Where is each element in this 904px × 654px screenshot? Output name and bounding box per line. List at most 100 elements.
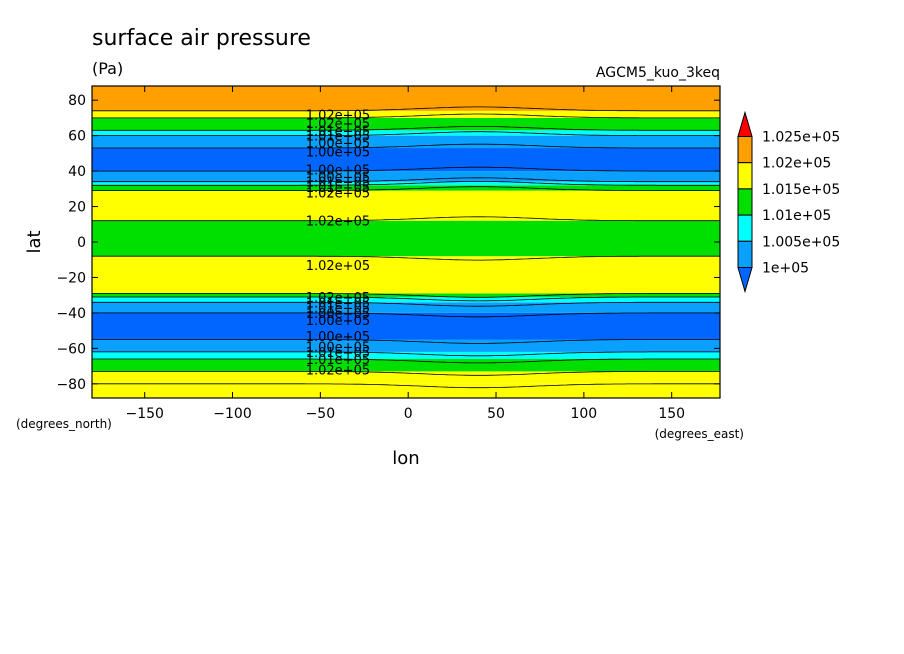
contour-label-3: 1.01e+05 [306,130,370,145]
contour-label-4: 1.00e+05 [306,137,370,152]
contour-labels: 1.02e+051.02e+051.01e+051.01e+051.00e+05… [306,108,370,378]
band-16 [92,135,720,149]
y-axis-label: lat [24,230,45,253]
contour-line-17 [92,126,720,131]
colorbar-bottom-arrow [737,267,753,294]
contour-line-18 [92,113,720,119]
contour-line-12 [92,181,720,186]
band-14 [92,171,720,182]
contour-label-5: 1.00e+05 [306,146,370,161]
contour-line-5 [92,312,720,318]
x-tick-label: −50 [306,406,336,422]
x-tick-label: −100 [213,406,251,422]
contour-line-0 [92,383,720,389]
contour-lines [92,106,720,389]
band-3 [92,351,720,359]
colorbar-box [737,214,753,242]
plot-area [92,86,720,398]
contour-label-9: 1.01e+05 [306,181,370,196]
band-7 [92,296,720,303]
chart-title: surface air pressure [92,26,311,51]
band-15 [92,148,720,172]
contour-label-2: 1.01e+05 [306,124,370,139]
x-axis: −150 −100 −50 0 50 100 150 [125,86,685,422]
contour-line-11 [92,186,720,191]
contour-label-17: 1.00e+05 [306,314,370,329]
y-tick-label: 20 [68,200,86,216]
contour-line-7 [92,296,720,302]
band-10 [92,220,720,257]
contour-line-15 [92,143,720,149]
contour-line-3 [92,351,720,357]
x-units-label: (degrees_east) [655,427,744,441]
y-tick-label: −20 [56,270,86,286]
contour-line-10 [92,216,720,222]
x-tick-label: 100 [570,406,597,422]
contour-line-19 [92,106,720,112]
contour-line-14 [92,166,720,172]
colorbar-label: 1.01e+05 [762,208,831,224]
x-tick-label: 150 [658,406,685,422]
contour-line-1 [92,371,720,376]
band-20 [92,86,720,111]
contour-line-4 [92,339,720,344]
y-tick-label: −40 [56,306,86,322]
contour-label-12: 1.02e+05 [306,259,370,274]
model-label: AGCM5_kuo_3keq [596,65,720,81]
band-4 [92,339,720,352]
contour-line-13 [92,177,720,183]
colorbar-box [737,240,753,269]
contour-label-19: 1.00e+05 [306,341,370,356]
contour-label-11: 1.02e+05 [306,215,370,230]
contour-label-7: 1.00e+05 [306,170,370,185]
band-1 [92,371,720,384]
band-11 [92,190,720,221]
band-6 [92,302,720,313]
contour-line-16 [92,131,720,136]
contour-label-21: 1.01e+05 [306,353,370,368]
contour-label-13: 1.02e+05 [306,291,370,306]
y-tick-label: 80 [68,93,86,109]
contour-label-8: 1.01e+05 [306,176,370,191]
contour-label-20: 1.01e+05 [306,346,370,361]
contour-label-18: 1.00e+05 [306,330,370,345]
band-2 [92,359,720,372]
x-axis-label: lon [392,448,419,469]
y-axis: −80 −60 −40 −20 0 20 40 60 80 [56,93,720,393]
colorbar-box [737,162,753,190]
contour-label-15: 1.01e+05 [306,302,370,317]
colorbar-label: 1.015e+05 [762,182,840,198]
colorbar-label: 1.02e+05 [762,156,831,172]
band-5 [92,312,720,340]
y-tick-label: 40 [68,164,86,180]
colorbar-label: 1.025e+05 [762,130,840,146]
colorbar-label: 1.005e+05 [762,234,840,250]
colorbar-top-arrow [737,110,753,137]
band-19 [92,110,720,118]
contour-line-9 [92,255,720,261]
chart-units: (Pa) [92,59,123,78]
contour-label-0: 1.02e+05 [306,108,370,123]
band-9 [92,256,720,294]
contour-label-1: 1.02e+05 [306,117,370,132]
y-units-label: (degrees_north) [16,417,112,431]
contour-label-22: 1.02e+05 [306,364,370,379]
colorbar-box [737,188,753,216]
colorbar: 1e+05 1.005e+05 1.01e+05 1.015e+05 1.02e+05 1… [737,110,840,294]
x-tick-label: −150 [125,406,163,422]
x-tick-label: 50 [487,406,505,422]
contour-line-2 [92,358,720,364]
contour-line-6 [92,301,720,307]
contour-label-10: 1.02e+05 [306,186,370,201]
y-tick-label: −60 [56,341,86,357]
y-tick-label: 60 [68,129,86,145]
contour-label-14: 1.01e+05 [306,296,370,311]
colorbar-box [737,136,753,164]
contour-label-16: 1.00e+05 [306,307,370,322]
y-tick-label: 0 [77,235,86,251]
band-18 [92,117,720,131]
y-tick-label: −80 [56,377,86,393]
band-12 [92,185,720,191]
contour-line-8 [92,293,720,298]
